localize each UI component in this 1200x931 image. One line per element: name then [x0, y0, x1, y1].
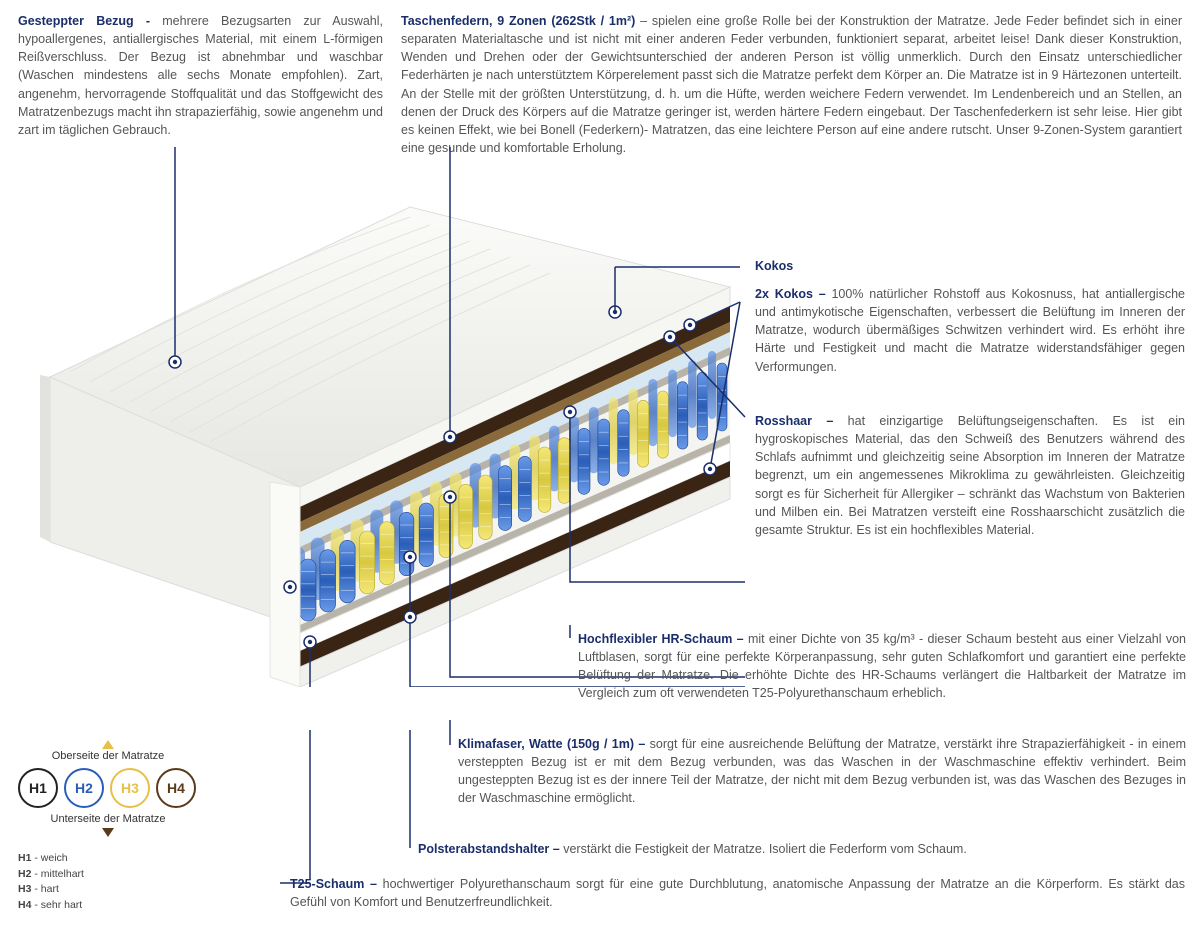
legend-h3: H3	[110, 768, 150, 808]
mattress-diagram: Kokos 2x Kokos – 100% natürlicher Rohsto…	[0, 157, 1200, 677]
springs-description: Taschenfedern, 9 Zonen (262Stk / 1m²) – …	[401, 12, 1182, 157]
springs-body: – spielen eine große Rolle bei der Konst…	[401, 14, 1182, 155]
legend-h2: H2	[64, 768, 104, 808]
mattress-cutaway-svg	[10, 147, 750, 687]
cover-body: mehrere Bezugsarten zur Auswahl, hypoall…	[18, 14, 383, 137]
callout-2x-kokos: 2x Kokos – 100% natürlicher Rohstoff aus…	[755, 285, 1185, 376]
callout-polsterabstandshalter: Polsterabstandshalter – verstärkt die Fe…	[418, 840, 1186, 858]
callout-klimafaser: Klimafaser, Watte (150g / 1m) – sorgt fü…	[458, 735, 1186, 808]
callout-kokos-label: Kokos	[755, 257, 865, 275]
callout-hr-schaum: Hochflexibler HR-Schaum – mit einer Dich…	[578, 630, 1186, 703]
arrow-up-icon	[102, 740, 114, 749]
legend-h4: H4	[156, 768, 196, 808]
cover-title: Gesteppter Bezug -	[18, 14, 162, 28]
legend-bottom-label: Unterseite der Matratze	[18, 812, 198, 828]
springs-title: Taschenfedern, 9 Zonen (262Stk / 1m²)	[401, 14, 640, 28]
cover-description: Gesteppter Bezug - mehrere Bezugsarten z…	[18, 12, 383, 157]
arrow-down-icon	[102, 828, 114, 837]
top-descriptions: Gesteppter Bezug - mehrere Bezugsarten z…	[0, 0, 1200, 157]
callout-t25-schaum: T25-Schaum – hochwertiger Polyurethansch…	[290, 875, 1185, 911]
legend-circles: H1 H2 H3 H4	[18, 768, 198, 808]
callout-rosshaar: Rosshaar – hat einzigartige Belüftungsei…	[755, 412, 1185, 539]
legend-top-label: Oberseite der Matratze	[18, 749, 198, 765]
legend-h1: H1	[18, 768, 58, 808]
legend-keys: H1 - weich H2 - mittelhart H3 - hart H4 …	[18, 851, 268, 914]
hardness-legend: Oberseite der Matratze H1 H2 H3 H4 Unter…	[18, 740, 268, 914]
